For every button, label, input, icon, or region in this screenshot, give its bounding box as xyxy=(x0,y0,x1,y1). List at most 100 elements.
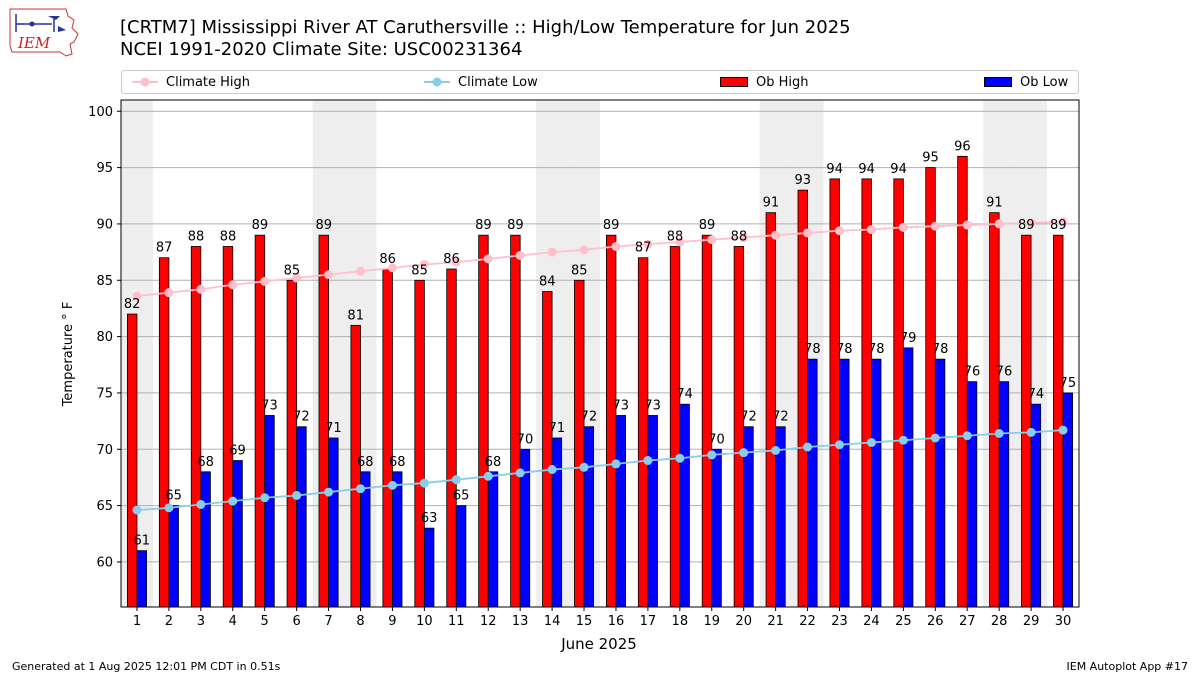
y-tick-label-100: 100 xyxy=(88,105,113,120)
legend-item-climate-low: Climate Low xyxy=(424,71,538,93)
ob-high-label-day-26: 95 xyxy=(922,151,939,166)
ob-low-label-day-30: 75 xyxy=(1060,376,1077,391)
climate-low-point-day-21 xyxy=(771,445,781,455)
climate-high-point-day-17 xyxy=(643,239,653,249)
climate-low-point-day-23 xyxy=(835,440,844,450)
climate-low-point-day-2 xyxy=(164,503,174,513)
ob-low-bar-day-10 xyxy=(423,527,435,608)
ob-low-label-day-27: 76 xyxy=(964,365,981,380)
ob-low-label-day-28: 76 xyxy=(996,365,1013,380)
ob-high-label-day-23: 94 xyxy=(826,162,843,177)
ob-low-bar-day-5 xyxy=(264,415,275,608)
chart-legend: Climate High Climate Low Ob High Ob Low xyxy=(121,70,1079,94)
ob-high-label-day-19: 89 xyxy=(699,218,716,233)
chart-subtitle: NCEI 1991-2020 Climate Site: USC00231364 xyxy=(120,39,523,60)
ob-high-label-day-17: 87 xyxy=(635,241,652,256)
ob-high-label-day-3: 88 xyxy=(188,229,205,244)
ob-high-label-day-12: 89 xyxy=(475,218,492,233)
x-tick-label-17: 17 xyxy=(640,614,657,629)
ob-high-label-day-1: 82 xyxy=(124,297,141,312)
ob-low-label-day-20: 72 xyxy=(740,410,757,425)
ob-high-label-day-25: 94 xyxy=(890,162,907,177)
climate-lines xyxy=(132,217,1068,515)
climate-low-point-day-20 xyxy=(739,448,749,458)
ob-high-bar-day-5 xyxy=(254,234,266,608)
x-tick-label-4: 4 xyxy=(229,614,237,629)
climate-high-point-day-26 xyxy=(930,221,940,231)
ob-high-bar-day-30 xyxy=(1053,234,1064,608)
ob-high-label-day-29: 89 xyxy=(1018,218,1035,233)
ob-low-bar-day-11 xyxy=(455,505,467,608)
ob-low-label-day-7: 71 xyxy=(325,421,342,436)
ob-low-label-day-6: 72 xyxy=(293,410,310,425)
climate-high-point-day-29 xyxy=(1026,218,1036,228)
climate-high-point-day-21 xyxy=(771,230,781,240)
climate-low-point-day-29 xyxy=(1026,427,1036,437)
ob-high-label-day-10: 85 xyxy=(411,263,428,278)
iem-logo: IEM xyxy=(9,8,79,57)
x-tick-label-12: 12 xyxy=(480,614,497,629)
ob-high-label-day-24: 94 xyxy=(858,162,875,177)
ob-high-bar-day-17 xyxy=(637,257,649,608)
ob-low-label-day-18: 74 xyxy=(676,387,693,402)
x-tick-label-9: 9 xyxy=(388,614,396,629)
climate-low-point-day-27 xyxy=(962,431,972,441)
legend-label-ob-high: Ob High xyxy=(756,74,809,90)
ob-low-bar-day-30 xyxy=(1062,392,1074,608)
y-tick-label-80: 80 xyxy=(96,330,113,345)
legend-label-climate-low: Climate Low xyxy=(458,74,538,90)
x-tick-label-6: 6 xyxy=(292,614,300,629)
ob-low-bar-day-12 xyxy=(487,471,499,608)
ob-low-bar-day-7 xyxy=(328,437,339,608)
ob-low-label-day-12: 68 xyxy=(485,455,502,470)
ob-high-bar-day-20 xyxy=(733,246,745,608)
chart-title: [CRTM7] Mississippi River AT Caruthersvi… xyxy=(120,17,851,38)
ob-low-bar-day-6 xyxy=(296,426,307,608)
ob-high-bar-day-13 xyxy=(510,234,521,608)
climate-high-point-day-16 xyxy=(611,241,621,251)
ob-low-label-day-24: 78 xyxy=(868,342,885,357)
x-tick-label-3: 3 xyxy=(197,614,205,629)
x-tick-label-25: 25 xyxy=(895,614,912,629)
climate-high-point-day-6 xyxy=(292,273,302,283)
climate-high-point-day-20 xyxy=(739,232,749,242)
legend-label-ob-low: Ob Low xyxy=(1020,74,1069,90)
climate-high-point-day-11 xyxy=(451,257,461,267)
ob-high-label-day-27: 96 xyxy=(954,139,971,154)
climate-high-point-day-12 xyxy=(483,254,493,264)
ob-low-label-day-2: 65 xyxy=(165,489,182,504)
ob-high-bar-day-28 xyxy=(989,212,1000,608)
climate-high-point-day-7 xyxy=(324,270,334,280)
ob-low-bar-day-16 xyxy=(615,415,626,608)
ob-low-label-day-11: 65 xyxy=(453,489,470,504)
climate-low-point-day-1 xyxy=(132,505,142,515)
climate-low-point-day-9 xyxy=(387,480,397,490)
x-tick-label-15: 15 xyxy=(576,614,593,629)
climate-low-point-day-18 xyxy=(675,453,685,463)
climate-high-point-day-2 xyxy=(164,288,174,298)
x-tick-label-7: 7 xyxy=(324,614,332,629)
climate-low-point-day-26 xyxy=(930,433,940,443)
ob-low-label-day-19: 70 xyxy=(708,432,725,447)
climate-low-point-day-3 xyxy=(196,499,206,509)
footer-app: IEM Autoplot App #17 xyxy=(1066,660,1189,673)
climate-high-point-day-14 xyxy=(547,247,557,257)
ob-high-label-day-18: 88 xyxy=(667,229,684,244)
climate-low-point-day-25 xyxy=(898,435,908,445)
ob-low-label-day-4: 69 xyxy=(229,444,246,459)
ob-high-label-day-14: 84 xyxy=(539,275,556,290)
ob-high-bar-day-6 xyxy=(286,279,298,608)
ob-high-bar-day-15 xyxy=(574,279,585,608)
ob-high-label-day-8: 81 xyxy=(347,308,364,323)
ob-high-bar-day-25 xyxy=(893,178,904,608)
ob-low-bar-day-25 xyxy=(902,347,914,608)
ob-low-bar-day-26 xyxy=(934,358,946,608)
x-tick-label-26: 26 xyxy=(927,614,944,629)
ob-low-label-day-29: 74 xyxy=(1028,387,1045,402)
y-tick-label-95: 95 xyxy=(96,161,113,176)
ob-low-bar-day-15 xyxy=(583,426,595,608)
ob-low-bar-day-18 xyxy=(679,403,690,608)
ob-high-label-day-13: 89 xyxy=(507,218,524,233)
ob-high-label-day-22: 93 xyxy=(795,173,812,188)
y-tick-label-60: 60 xyxy=(96,555,113,570)
